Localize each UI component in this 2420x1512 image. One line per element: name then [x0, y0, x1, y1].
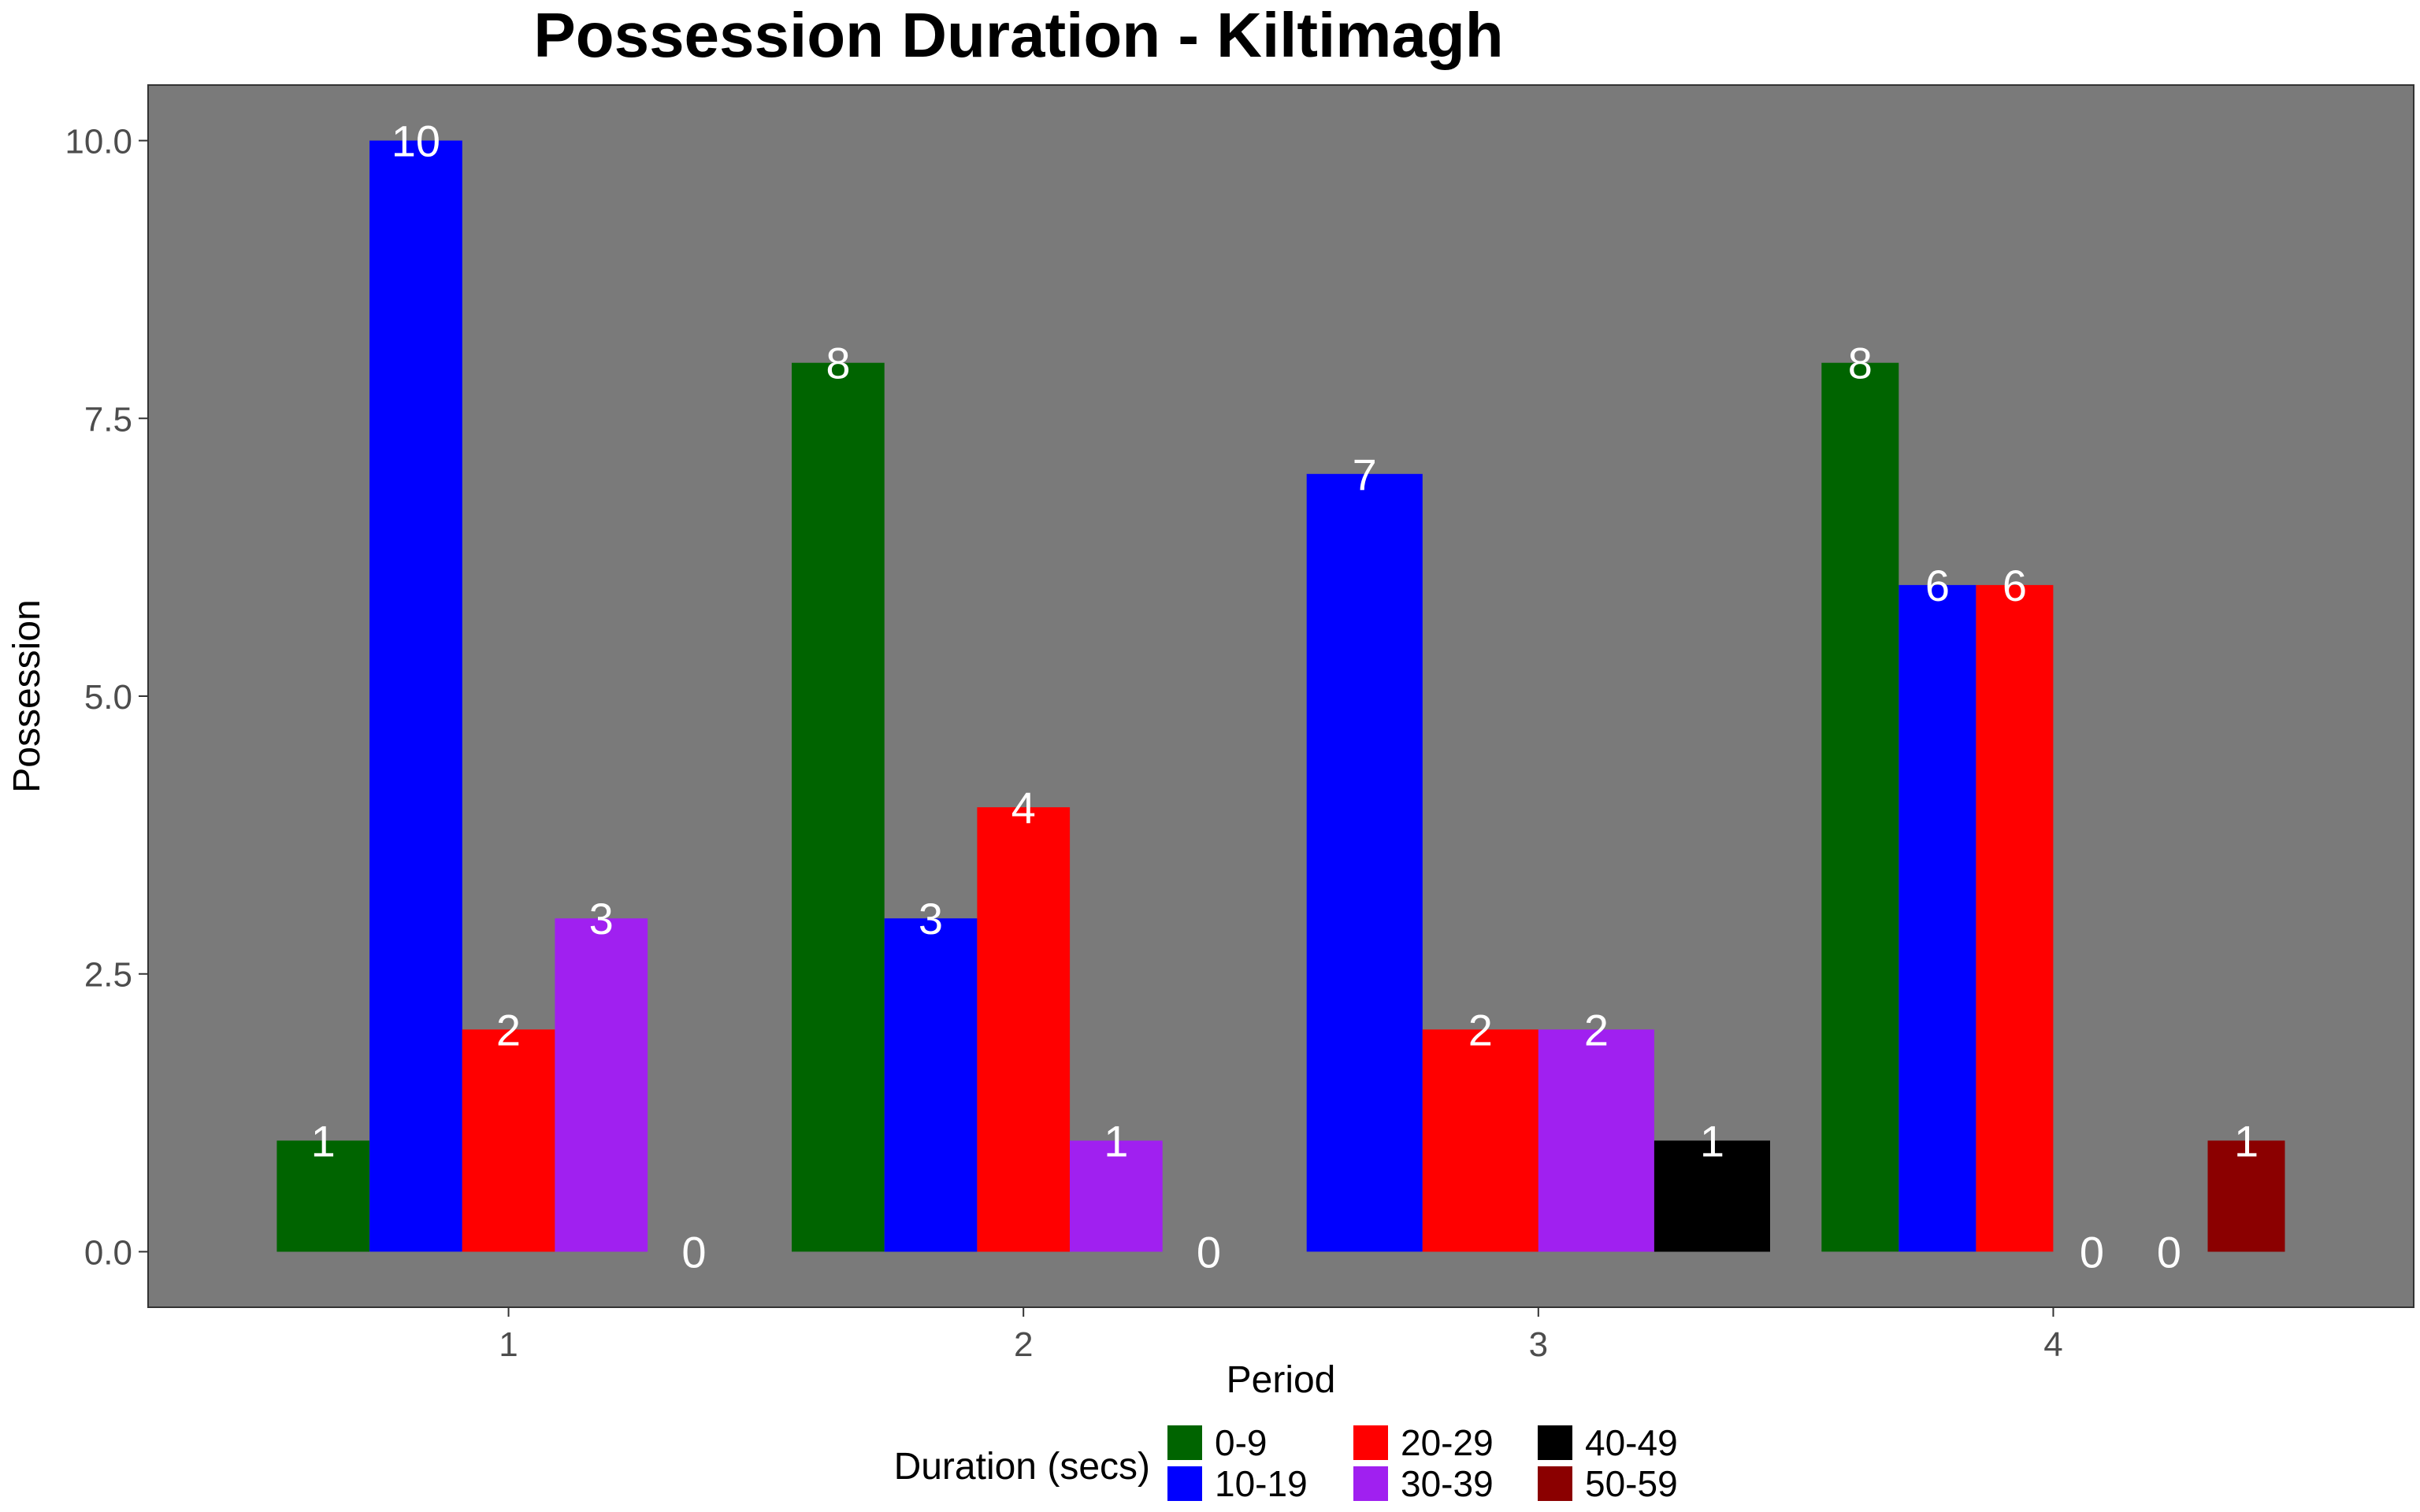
bar: [1821, 362, 1899, 1252]
bar-value-label: 1: [2234, 1116, 2259, 1166]
bar-value-label: 0: [681, 1228, 706, 1277]
legend-key: [1353, 1466, 1388, 1501]
y-tick-label: 7.5: [84, 400, 132, 439]
bar: [1538, 1029, 1654, 1252]
bar-value-label: 0: [2080, 1228, 2104, 1277]
x-tick-label: 2: [1014, 1325, 1033, 1364]
x-tick-label: 1: [499, 1325, 518, 1364]
x-axis: 1 2 3 4: [499, 1307, 2063, 1364]
bar: [555, 918, 648, 1252]
legend-title: Duration (secs): [894, 1446, 1150, 1488]
bar: [1654, 1140, 1770, 1252]
y-tick-label: 0.0: [84, 1233, 132, 1272]
bar: [1070, 1140, 1163, 1252]
bar-value-label: 3: [589, 894, 614, 943]
bar-value-label: 3: [919, 894, 943, 943]
bar-value-label: 10: [392, 117, 440, 166]
bar-value-label: 6: [2002, 561, 2027, 610]
legend-label: 30-39: [1401, 1463, 1494, 1504]
bar-value-label: 1: [1700, 1116, 1724, 1166]
bar-value-label: 6: [1925, 561, 1950, 610]
y-axis: 0.0 2.5 5.0 7.5 10.0: [65, 123, 148, 1272]
bar: [792, 362, 885, 1252]
x-tick-label: 4: [2043, 1325, 2062, 1364]
bar-value-label: 8: [826, 339, 850, 388]
bar: [462, 1029, 555, 1252]
x-tick-label: 3: [1529, 1325, 1548, 1364]
legend-key: [1538, 1425, 1572, 1460]
bar: [1422, 1029, 1538, 1252]
bar-value-label: 2: [1584, 1005, 1609, 1054]
bar: [2207, 1140, 2285, 1252]
bar: [977, 807, 1071, 1252]
bar-value-label: 4: [1011, 783, 1036, 832]
legend-label: 20-29: [1401, 1422, 1494, 1463]
x-axis-title: Period: [1227, 1359, 1336, 1401]
bars-layer: [277, 140, 2285, 1252]
legend-label: 40-49: [1585, 1422, 1678, 1463]
bar-value-label: 0: [2157, 1228, 2181, 1277]
y-tick-label: 10.0: [65, 123, 132, 161]
bar: [277, 1140, 370, 1252]
legend-key: [1353, 1425, 1388, 1460]
bar-value-label: 0: [1197, 1228, 1221, 1277]
legend-label: 50-59: [1585, 1463, 1678, 1504]
bar: [884, 918, 978, 1252]
bar-value-label: 7: [1353, 450, 1377, 499]
y-tick-label: 5.0: [84, 678, 132, 717]
bar: [369, 140, 462, 1252]
legend-label: 0-9: [1215, 1422, 1267, 1463]
bar: [1976, 584, 2054, 1252]
bar-value-label: 1: [1104, 1116, 1128, 1166]
legend-key: [1167, 1425, 1202, 1460]
bar-value-label: 2: [1468, 1005, 1493, 1054]
y-tick-label: 2.5: [84, 956, 132, 995]
bar-value-label: 2: [496, 1005, 521, 1054]
y-axis-title: Possession: [6, 599, 48, 792]
bar-value-label: 8: [1848, 339, 1873, 388]
bar: [1306, 473, 1423, 1252]
legend-key: [1167, 1466, 1202, 1501]
bar-value-label: 1: [311, 1116, 336, 1166]
chart-title: Possession Duration - Kiltimagh: [533, 0, 1503, 70]
legend-key: [1538, 1466, 1572, 1501]
bar: [1899, 584, 1976, 1252]
legend-label: 10-19: [1215, 1463, 1308, 1504]
